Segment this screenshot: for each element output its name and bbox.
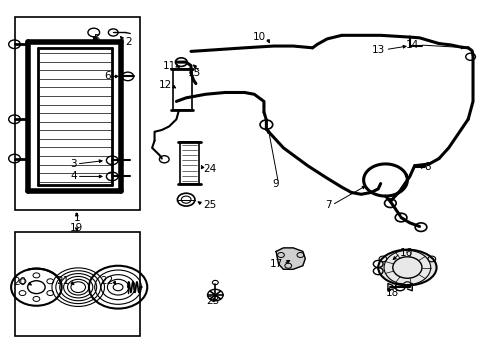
Text: 9: 9 — [271, 179, 278, 189]
Text: 8: 8 — [424, 162, 430, 172]
Text: 25: 25 — [203, 200, 216, 210]
Text: 20: 20 — [14, 277, 27, 287]
Text: 13: 13 — [371, 45, 385, 55]
Text: 4: 4 — [70, 171, 77, 181]
Text: 12: 12 — [158, 80, 171, 90]
Text: 14: 14 — [406, 40, 419, 50]
Text: 3: 3 — [70, 159, 77, 169]
Text: 2: 2 — [125, 37, 132, 48]
Text: 1: 1 — [73, 212, 80, 222]
Text: 21: 21 — [56, 276, 69, 286]
Text: 19: 19 — [70, 222, 83, 233]
Bar — [15, 18, 140, 210]
Polygon shape — [276, 248, 305, 269]
Text: 11: 11 — [163, 61, 176, 71]
Text: 23: 23 — [206, 296, 219, 306]
Bar — [15, 232, 140, 336]
Text: 22: 22 — [100, 276, 113, 286]
Text: 6: 6 — [104, 71, 111, 81]
Bar — [173, 69, 191, 111]
Text: 17: 17 — [269, 259, 283, 269]
Text: 16: 16 — [399, 248, 412, 258]
Bar — [180, 143, 199, 184]
Text: 24: 24 — [203, 164, 216, 174]
Text: 5: 5 — [93, 34, 100, 44]
Text: 15: 15 — [187, 68, 201, 78]
Text: 7: 7 — [325, 200, 331, 210]
Ellipse shape — [377, 249, 436, 285]
Text: 18: 18 — [385, 288, 398, 297]
Text: 10: 10 — [253, 32, 266, 42]
